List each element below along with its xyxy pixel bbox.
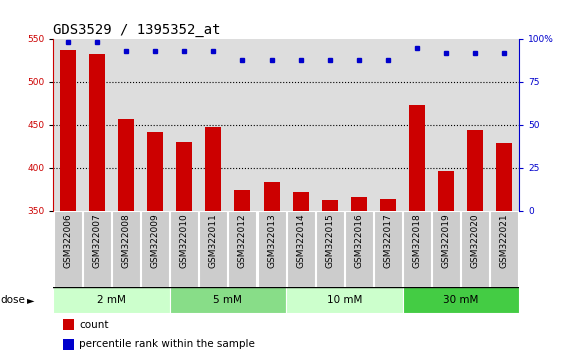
Text: GSM322011: GSM322011 (209, 213, 218, 268)
Bar (461, 211, 489, 287)
Text: GSM322013: GSM322013 (267, 213, 276, 268)
Bar (374, 211, 402, 287)
Bar (171, 211, 198, 287)
Bar (54, 211, 82, 287)
Bar (257, 211, 286, 287)
Bar (234, 190, 250, 211)
Text: GDS3529 / 1395352_at: GDS3529 / 1395352_at (53, 23, 221, 36)
Bar (60, 50, 76, 211)
Text: GSM322021: GSM322021 (500, 213, 509, 268)
Text: dose: dose (1, 295, 25, 305)
Text: GSM322020: GSM322020 (471, 213, 480, 268)
Text: 30 mM: 30 mM (443, 295, 479, 305)
Text: GSM322014: GSM322014 (296, 213, 305, 268)
Text: GSM322018: GSM322018 (412, 213, 421, 268)
Bar (63, 319, 74, 330)
Text: GSM322012: GSM322012 (238, 213, 247, 268)
Bar (169, 287, 286, 313)
Bar (316, 211, 344, 287)
Text: GSM322017: GSM322017 (384, 213, 393, 268)
Bar (293, 192, 309, 211)
Bar (351, 197, 367, 211)
Bar (403, 211, 431, 287)
Bar (287, 211, 315, 287)
Bar (409, 105, 425, 211)
Bar (496, 143, 512, 211)
Bar (467, 130, 483, 211)
Bar (228, 211, 256, 287)
Bar (205, 126, 222, 211)
Bar (264, 182, 279, 211)
Bar (53, 287, 169, 313)
Bar (83, 211, 111, 287)
Text: ►: ► (27, 295, 34, 305)
Bar (286, 287, 403, 313)
Bar (322, 200, 338, 211)
Bar (403, 287, 519, 313)
Text: 2 mM: 2 mM (97, 295, 126, 305)
Text: GSM322009: GSM322009 (151, 213, 160, 268)
Text: GSM322006: GSM322006 (63, 213, 72, 268)
Bar (199, 211, 227, 287)
Bar (345, 211, 373, 287)
Bar (432, 211, 460, 287)
Text: GSM322008: GSM322008 (122, 213, 131, 268)
Text: 10 mM: 10 mM (327, 295, 362, 305)
Bar (141, 211, 169, 287)
Bar (176, 142, 192, 211)
Bar (380, 199, 396, 211)
Text: GSM322016: GSM322016 (355, 213, 364, 268)
Text: GSM322007: GSM322007 (93, 213, 102, 268)
Text: count: count (79, 320, 108, 330)
Bar (118, 119, 134, 211)
Text: GSM322010: GSM322010 (180, 213, 188, 268)
Text: GSM322015: GSM322015 (325, 213, 334, 268)
Text: percentile rank within the sample: percentile rank within the sample (79, 339, 255, 349)
Text: 5 mM: 5 mM (214, 295, 242, 305)
Bar (112, 211, 140, 287)
Text: GSM322019: GSM322019 (442, 213, 450, 268)
Bar (147, 132, 163, 211)
Bar (490, 211, 518, 287)
Bar (63, 338, 74, 350)
Bar (438, 171, 454, 211)
Bar (89, 55, 105, 211)
